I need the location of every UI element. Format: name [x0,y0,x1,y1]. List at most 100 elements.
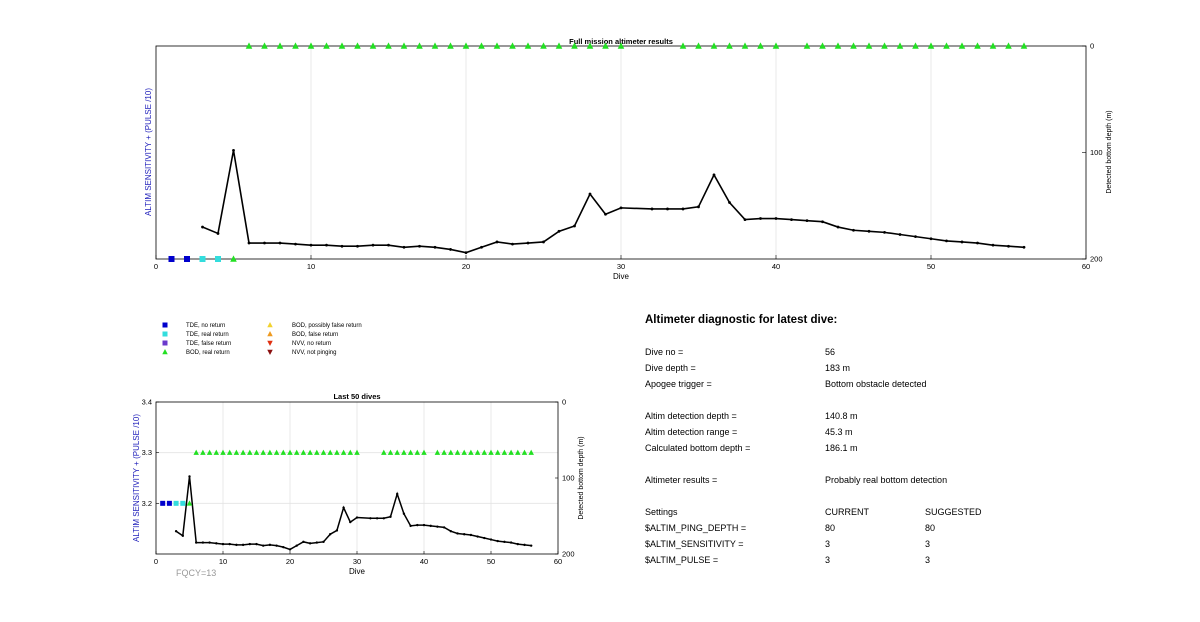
bottom-chart-depth-point [436,525,439,528]
top-chart-status-marker [834,42,842,49]
diagnostic-row-label: Altim detection depth = [645,411,737,421]
top-chart-status-marker [478,42,485,49]
top-chart-status-marker [958,42,966,49]
bottom-chart-x-tick-label: 0 [154,557,158,566]
top-chart-depth-point [495,240,499,244]
bottom-chart-depth-point [463,533,466,536]
bottom-chart-depth-point [509,541,513,544]
bottom-chart-right-y-tick-label: 100 [562,474,575,483]
top-chart-status-marker [184,256,190,262]
diagnostic-row-label: Dive no = [645,347,684,357]
top-chart-depth-point [557,229,561,233]
bottom-chart-depth-point [442,526,446,529]
bottom-chart-status-marker [267,449,273,455]
top-chart-status-marker [323,42,330,49]
diagnostic-row-value: Bottom obstacle detected [825,379,927,389]
settings-row-label: $ALTIM_SENSITIVITY = [645,539,744,549]
bottom-chart-status-marker [180,500,186,506]
bottom-chart-depth-point [174,530,178,533]
top-chart-status-marker [509,42,516,49]
top-chart-x-axis-label: Dive [613,272,630,281]
bottom-chart-depth-point [235,543,238,547]
bottom-chart-depth-point [248,542,251,546]
bottom-chart-right-y-axis-label: Detected bottom depth (m) [578,436,585,519]
top-chart-status-marker [772,42,780,49]
bottom-chart-depth-point [268,543,272,547]
top-chart-status-marker [881,42,888,49]
top-chart-depth-point [464,251,468,255]
bottom-chart-status-marker [347,449,354,455]
legend-label: TDE, no return [186,323,225,329]
settings-row-current: 3 [825,539,831,549]
bottom-chart-depth-point [530,544,533,547]
top-chart-depth-point [216,232,220,235]
top-chart-status-marker [431,42,439,49]
top-chart-depth-point [759,217,762,220]
top-chart-depth-line [202,150,1025,254]
top-chart-status-marker [307,42,315,49]
top-chart-status-marker [617,42,625,49]
bottom-chart-status-marker [501,449,508,455]
bottom-chart-status-marker [441,449,447,455]
bottom-chart-depth-point [295,544,298,547]
top-chart-x-tick-label: 10 [307,262,315,271]
settings-header-current: CURRENT [825,507,869,517]
diagnostic-row-label: Apogee trigger = [645,379,712,389]
top-chart-status-marker [819,42,826,49]
bottom-chart-depth-point [429,524,432,528]
bottom-chart-status-marker [481,449,488,455]
bottom-chart-depth-point [523,543,526,547]
top-chart-depth-point [790,218,793,221]
bottom-chart-depth-point [375,517,379,520]
bottom-chart-depth-point [188,475,191,478]
fqcy-annotation: FQCY=13 [176,568,217,578]
top-chart-status-marker [974,42,981,49]
bottom-chart-status-marker [213,449,220,455]
top-chart-status-marker [602,42,609,49]
bottom-chart-left-y-tick-label: 3.3 [142,448,152,457]
bottom-chart-status-marker [528,449,534,455]
top-chart-depth-point [821,220,824,224]
top-chart-depth-point [929,237,933,241]
top-chart-status-marker [896,42,904,49]
top-chart-right-y-tick-label: 0 [1090,42,1094,51]
bottom-chart-status-marker [240,449,246,455]
legend-marker [267,340,273,346]
bottom-chart-depth-point [503,540,506,544]
diagnostic-row-label: Altimeter results = [645,475,718,485]
top-chart-depth-point [542,240,545,244]
top-chart-status-marker [385,42,392,49]
top-chart-depth-point [433,245,437,249]
settings-row-current: 80 [825,523,836,533]
legend-marker [162,331,168,337]
bottom-chart-depth-point [201,541,205,544]
top-chart-depth-point [232,148,235,152]
top-chart-status-marker [803,42,811,49]
settings-row-current: 3 [825,555,831,565]
diagnostic-row-value: 140.8 m [825,411,858,421]
bottom-chart-depth-point [275,544,278,547]
top-chart-depth-point [883,230,886,234]
top-chart-depth-point [418,244,421,248]
top-chart-status-marker [1020,42,1028,49]
bottom-chart-depth-point [329,533,332,536]
bottom-chart-depth-point [282,545,285,549]
bottom-chart-depth-point [181,534,184,537]
bottom-chart-status-marker [494,449,501,455]
settings-row-label: $ALTIM_PULSE = [645,555,719,565]
bottom-chart-status-marker [186,500,193,506]
legend-label: BOD, real return [186,350,230,356]
bottom-chart-status-marker [354,449,360,455]
bottom-chart-depth-point [382,517,385,520]
top-chart-status-marker [230,255,237,262]
top-chart-status-marker [245,42,253,49]
bottom-chart-depth-point [342,506,345,509]
bottom-chart-depth-point [396,492,399,496]
legend-label: NVV, no return [292,341,331,347]
top-chart-depth-point [681,207,685,211]
top-chart-right-y-tick-label: 200 [1090,255,1103,264]
settings-header-suggested: SUGGESTED [925,507,982,517]
bottom-chart-depth-point [483,536,486,540]
top-chart-status-marker [571,42,578,49]
bottom-chart-x-tick-label: 40 [420,557,428,566]
